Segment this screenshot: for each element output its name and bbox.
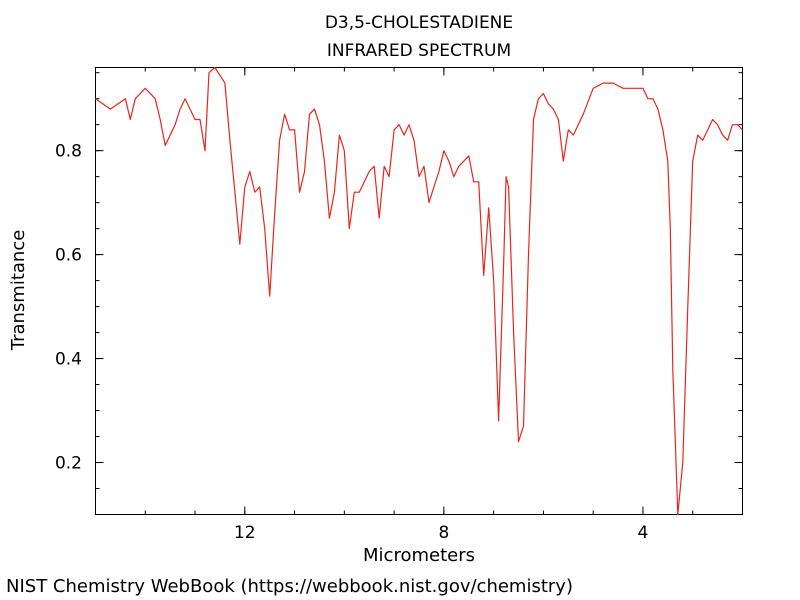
chart-title-line-1: D3,5-CHOLESTADIENE: [325, 13, 513, 33]
chart-title-line-2: INFRARED SPECTRUM: [327, 41, 511, 61]
y-tick-label: 0.2: [55, 454, 82, 474]
x-tick-label: 8: [438, 523, 449, 543]
y-axis-ticks: 0.2 0.4 0.6 0.8: [55, 142, 743, 474]
x-tick-label: 4: [638, 523, 649, 543]
x-minor-ticks: [95, 67, 743, 515]
footer-credit: NIST Chemistry WebBook (https://webbook.…: [6, 576, 573, 597]
y-tick-label: 0.8: [55, 142, 82, 162]
y-tick-label: 0.4: [55, 350, 82, 370]
y-tick-label: 0.6: [55, 246, 82, 266]
x-axis-label: Micrometers: [363, 545, 475, 566]
spectrum-chart: D3,5-CHOLESTADIENE INFRARED SPECTRUM 12 8 4…: [8, 13, 743, 566]
plot-frame: [95, 67, 743, 515]
x-axis-ticks: 12 8 4: [234, 67, 649, 543]
chart-title: D3,5-CHOLESTADIENE INFRARED SPECTRUM: [325, 13, 513, 61]
x-tick-label: 12: [234, 523, 256, 543]
y-minor-ticks: [95, 72, 743, 515]
spectrum-line: [95, 66, 743, 516]
y-axis-label: Transmitance: [8, 230, 29, 352]
